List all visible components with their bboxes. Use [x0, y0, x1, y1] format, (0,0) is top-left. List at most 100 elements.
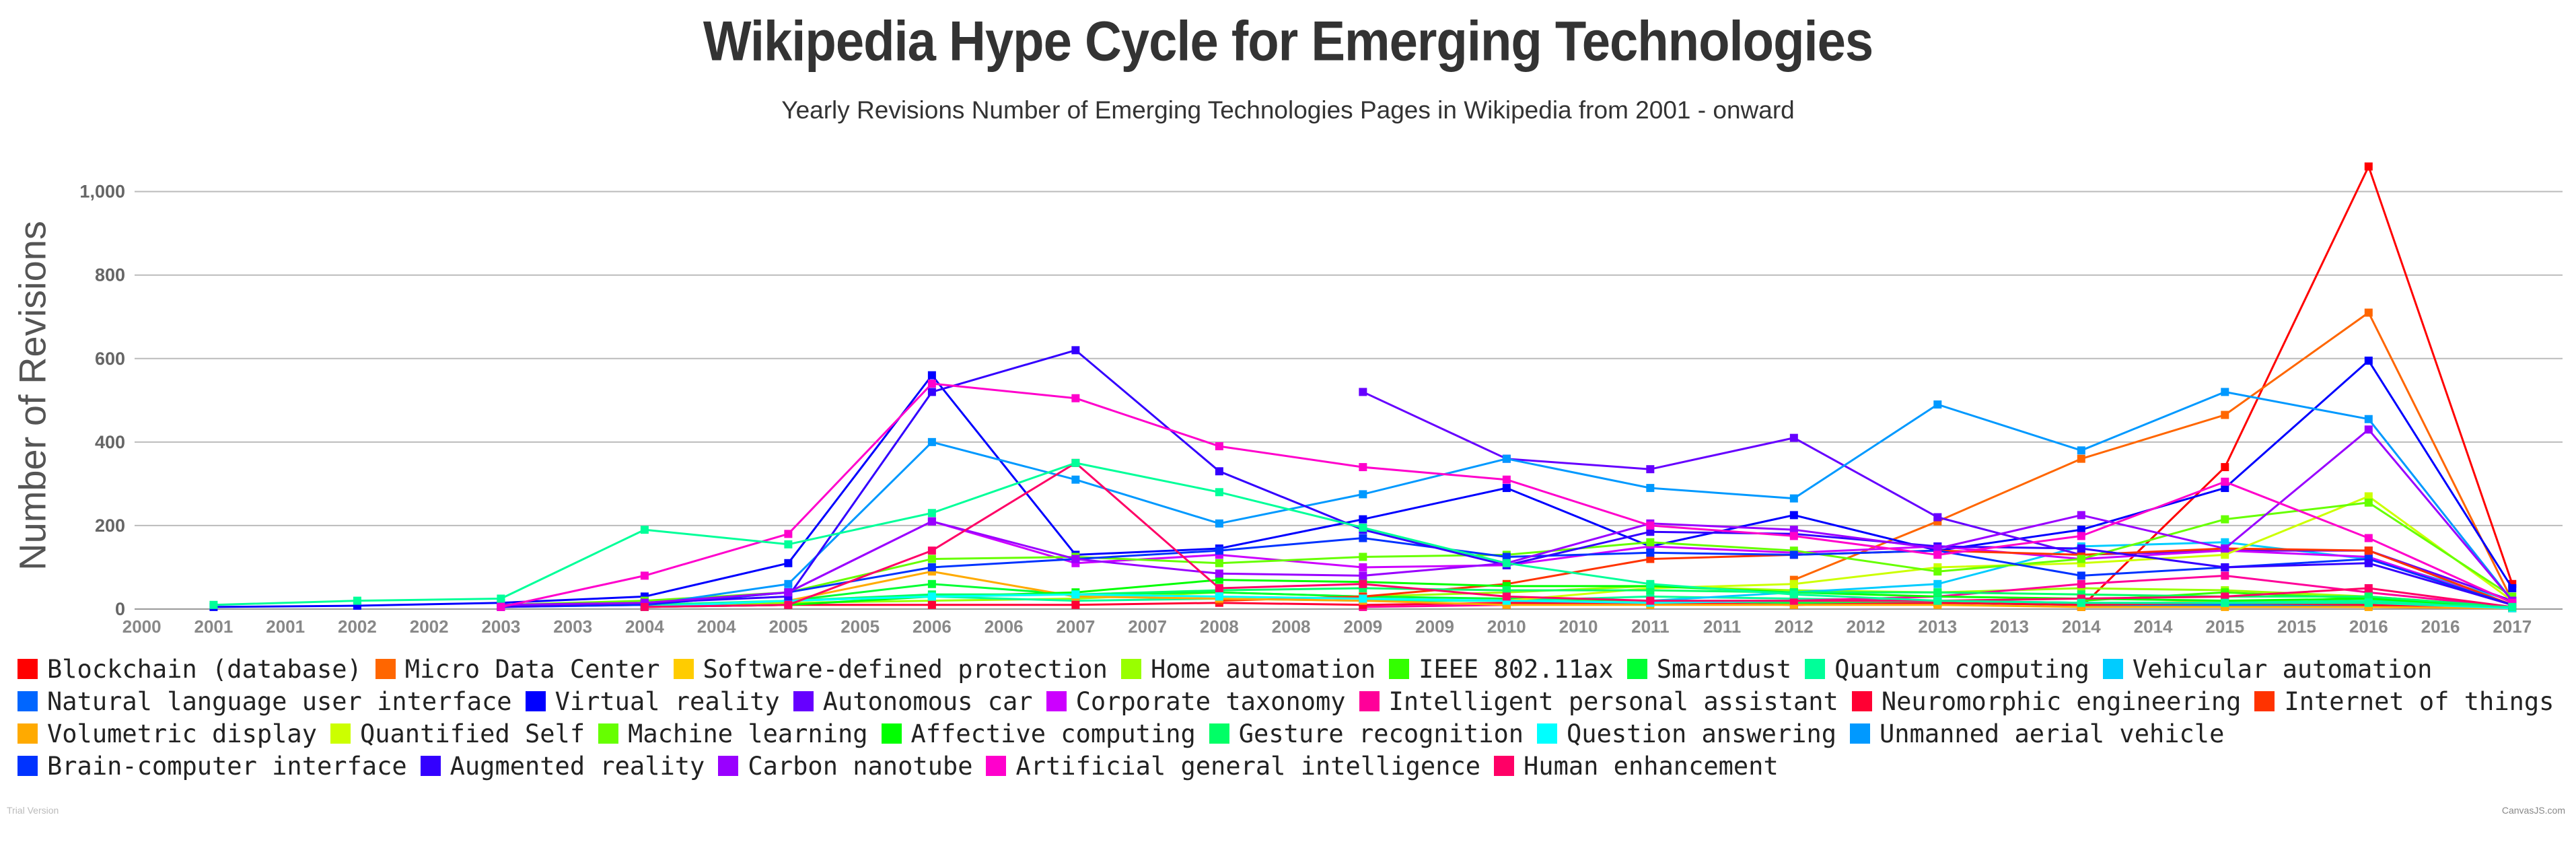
x-tick-label: 2017 [2493, 616, 2532, 637]
legend-item[interactable]: Blockchain (database) [17, 653, 362, 685]
legend-marker [2102, 659, 2123, 679]
legend-marker [17, 756, 38, 776]
legend-item[interactable]: Smartdust [1626, 653, 1791, 685]
legend-item[interactable]: Virtual reality [525, 685, 780, 717]
data-point [2221, 388, 2229, 396]
legend-item[interactable]: Carbon nanotube [718, 750, 972, 782]
x-tick-label: 2002 [410, 616, 449, 637]
data-point [1359, 463, 1367, 472]
legend-marker [1120, 659, 1141, 679]
data-point [1789, 433, 1798, 442]
data-point [2221, 484, 2229, 493]
legend-item[interactable]: Vehicular automation [2102, 653, 2432, 685]
data-point [2364, 425, 2373, 434]
data-point [1646, 596, 1655, 605]
data-point [1215, 575, 1223, 584]
legend-marker [17, 659, 38, 679]
data-point [1215, 583, 1223, 592]
data-point [1933, 513, 1942, 522]
series-27 [640, 458, 2517, 611]
legend-label: Blockchain (database) [47, 654, 362, 684]
data-point [2364, 356, 2373, 365]
data-point [640, 526, 649, 534]
x-tick-label: 2004 [697, 616, 736, 637]
legend-item[interactable]: Brain-computer interface [17, 750, 407, 782]
data-point [784, 579, 793, 588]
data-point [1646, 548, 1655, 557]
data-point [2221, 463, 2229, 472]
legend-item[interactable]: Natural language user interface [17, 685, 512, 717]
legend-item[interactable]: Internet of things [2254, 685, 2554, 717]
legend-item[interactable]: Artificial general intelligence [986, 750, 1480, 782]
legend-item[interactable]: Volumetric display [17, 717, 317, 750]
legend-item[interactable]: Unmanned aerial vehicle [1850, 717, 2224, 750]
data-point [1215, 569, 1223, 578]
data-point [1502, 454, 1511, 463]
data-point [927, 563, 936, 571]
series-line [2080, 165, 2513, 608]
data-point [1502, 559, 1511, 567]
data-point [1502, 484, 1511, 493]
series-line [644, 390, 2513, 606]
legend-item[interactable]: Micro Data Center [375, 653, 660, 685]
data-point [2221, 538, 2229, 546]
x-tick-label: 2006 [913, 616, 952, 637]
data-point [1215, 519, 1223, 528]
data-point [1502, 592, 1511, 601]
x-tick-label: 2008 [1272, 616, 1311, 637]
series-line [644, 570, 2513, 610]
data-point [1789, 526, 1798, 534]
legend-item[interactable]: Corporate taxonomy [1046, 685, 1346, 717]
legend-label: Natural language user interface [47, 686, 512, 716]
legend-marker [1850, 723, 1870, 744]
x-tick-label: 2012 [1775, 616, 1814, 637]
legend-item[interactable]: Neuromorphic engineering [1851, 685, 2241, 717]
data-point [1646, 528, 1655, 536]
legend-item[interactable]: Question answering [1537, 717, 1836, 750]
legend-label: Carbon nanotube [748, 751, 973, 781]
data-point [640, 571, 649, 580]
legend-label: Quantified Self [359, 719, 585, 748]
legend-marker [330, 723, 351, 744]
legend-item[interactable]: IEEE 802.11ax [1389, 653, 1614, 685]
data-point [2364, 415, 2373, 423]
credit-link[interactable]: CanvasJS.com [2501, 805, 2565, 816]
legend-item[interactable]: Home automation [1120, 653, 1375, 685]
data-point [2077, 454, 2085, 463]
legend-item[interactable]: Gesture recognition [1209, 717, 1524, 750]
legend-item[interactable]: Affective computing [881, 717, 1196, 750]
data-point [784, 600, 793, 609]
x-tick-label: 2011 [1631, 616, 1669, 637]
x-tick-label: 2012 [1847, 616, 1886, 637]
data-point [2077, 526, 2085, 534]
data-point [2221, 551, 2229, 559]
data-point [1071, 555, 1080, 563]
data-point [1359, 579, 1367, 588]
data-point [1215, 546, 1223, 555]
legend-item[interactable]: Augmented reality [420, 750, 705, 782]
data-point [2364, 546, 2373, 555]
legend-item[interactable]: Human enhancement [1494, 750, 1779, 782]
legend-label: Machine learning [628, 719, 868, 748]
data-point [1359, 563, 1367, 571]
legend-item[interactable]: Machine learning [598, 717, 868, 750]
legend-item[interactable]: Software-defined protection [673, 653, 1108, 685]
legend-item[interactable]: Quantum computing [1805, 653, 2089, 685]
data-point [1359, 388, 1367, 396]
x-tick-label: 2013 [1918, 616, 1957, 637]
data-point [1071, 590, 1080, 599]
data-point [1215, 559, 1223, 567]
data-point [1359, 534, 1367, 542]
data-point [784, 588, 793, 597]
legend-label: Unmanned aerial vehicle [1880, 719, 2225, 748]
legend-item[interactable]: Intelligent personal assistant [1359, 685, 1838, 717]
data-point [2221, 477, 2229, 486]
legend-label: Affective computing [910, 719, 1196, 748]
y-tick-label: 400 [95, 432, 125, 452]
x-tick-label: 2005 [840, 616, 880, 637]
legend-item[interactable]: Quantified Self [330, 717, 585, 750]
legend-item[interactable]: Autonomous car [793, 685, 1033, 717]
line-chart: 0 200 400 600 800 1,000 2000 2001 2001 2002 2002 20… [79, 162, 2563, 637]
legend-marker [2254, 691, 2275, 711]
legend-marker [1494, 756, 1515, 776]
